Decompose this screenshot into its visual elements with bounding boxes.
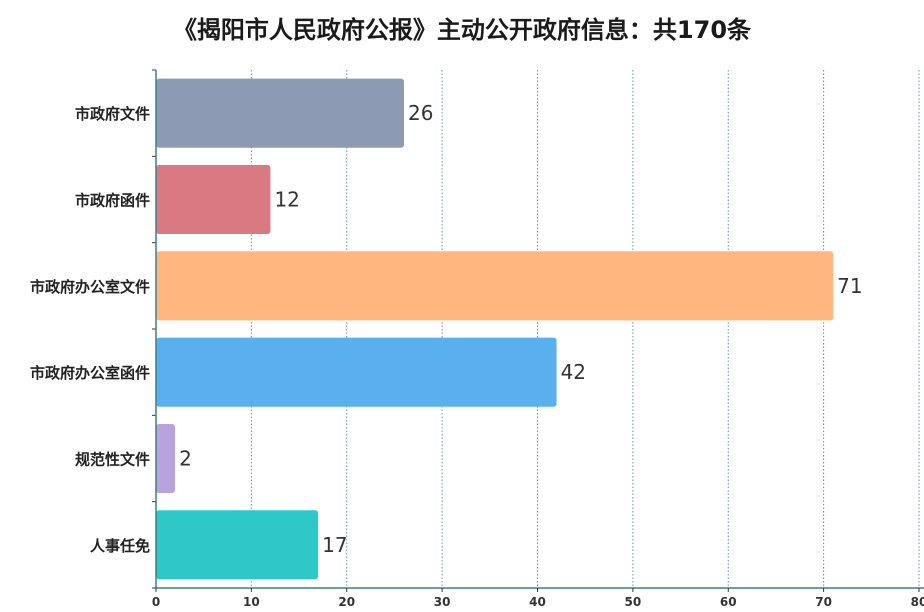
bar bbox=[156, 251, 834, 321]
category-label: 市政府文件 bbox=[75, 105, 150, 123]
data-label: 42 bbox=[561, 360, 586, 384]
x-tick-label: 0 bbox=[152, 595, 160, 609]
x-tick-label: 10 bbox=[243, 595, 260, 609]
bar bbox=[156, 423, 176, 494]
data-label: 71 bbox=[837, 274, 862, 298]
category-label: 市政府办公室文件 bbox=[30, 278, 150, 296]
category-label: 市政府函件 bbox=[75, 192, 150, 210]
category-label: 人事任免 bbox=[90, 537, 150, 555]
bar bbox=[156, 164, 271, 235]
chart-title: 《揭阳市人民政府公报》主动公开政府信息：共170条 bbox=[172, 16, 752, 44]
data-label: 12 bbox=[274, 188, 299, 212]
x-tick-label: 20 bbox=[338, 595, 355, 609]
bar bbox=[156, 510, 319, 580]
x-tick-label: 60 bbox=[720, 595, 737, 609]
bar bbox=[156, 337, 557, 407]
x-tick-label: 70 bbox=[815, 595, 832, 609]
x-tick-label: 50 bbox=[625, 595, 642, 609]
data-label: 17 bbox=[322, 533, 347, 557]
category-label: 市政府办公室函件 bbox=[30, 364, 150, 382]
x-tick-label: 40 bbox=[529, 595, 546, 609]
data-label: 26 bbox=[408, 101, 433, 125]
data-label: 2 bbox=[179, 447, 192, 471]
x-tick-label: 80 bbox=[911, 595, 924, 609]
bar bbox=[156, 78, 404, 148]
category-label: 规范性文件 bbox=[75, 451, 150, 469]
x-tick-label: 30 bbox=[434, 595, 451, 609]
